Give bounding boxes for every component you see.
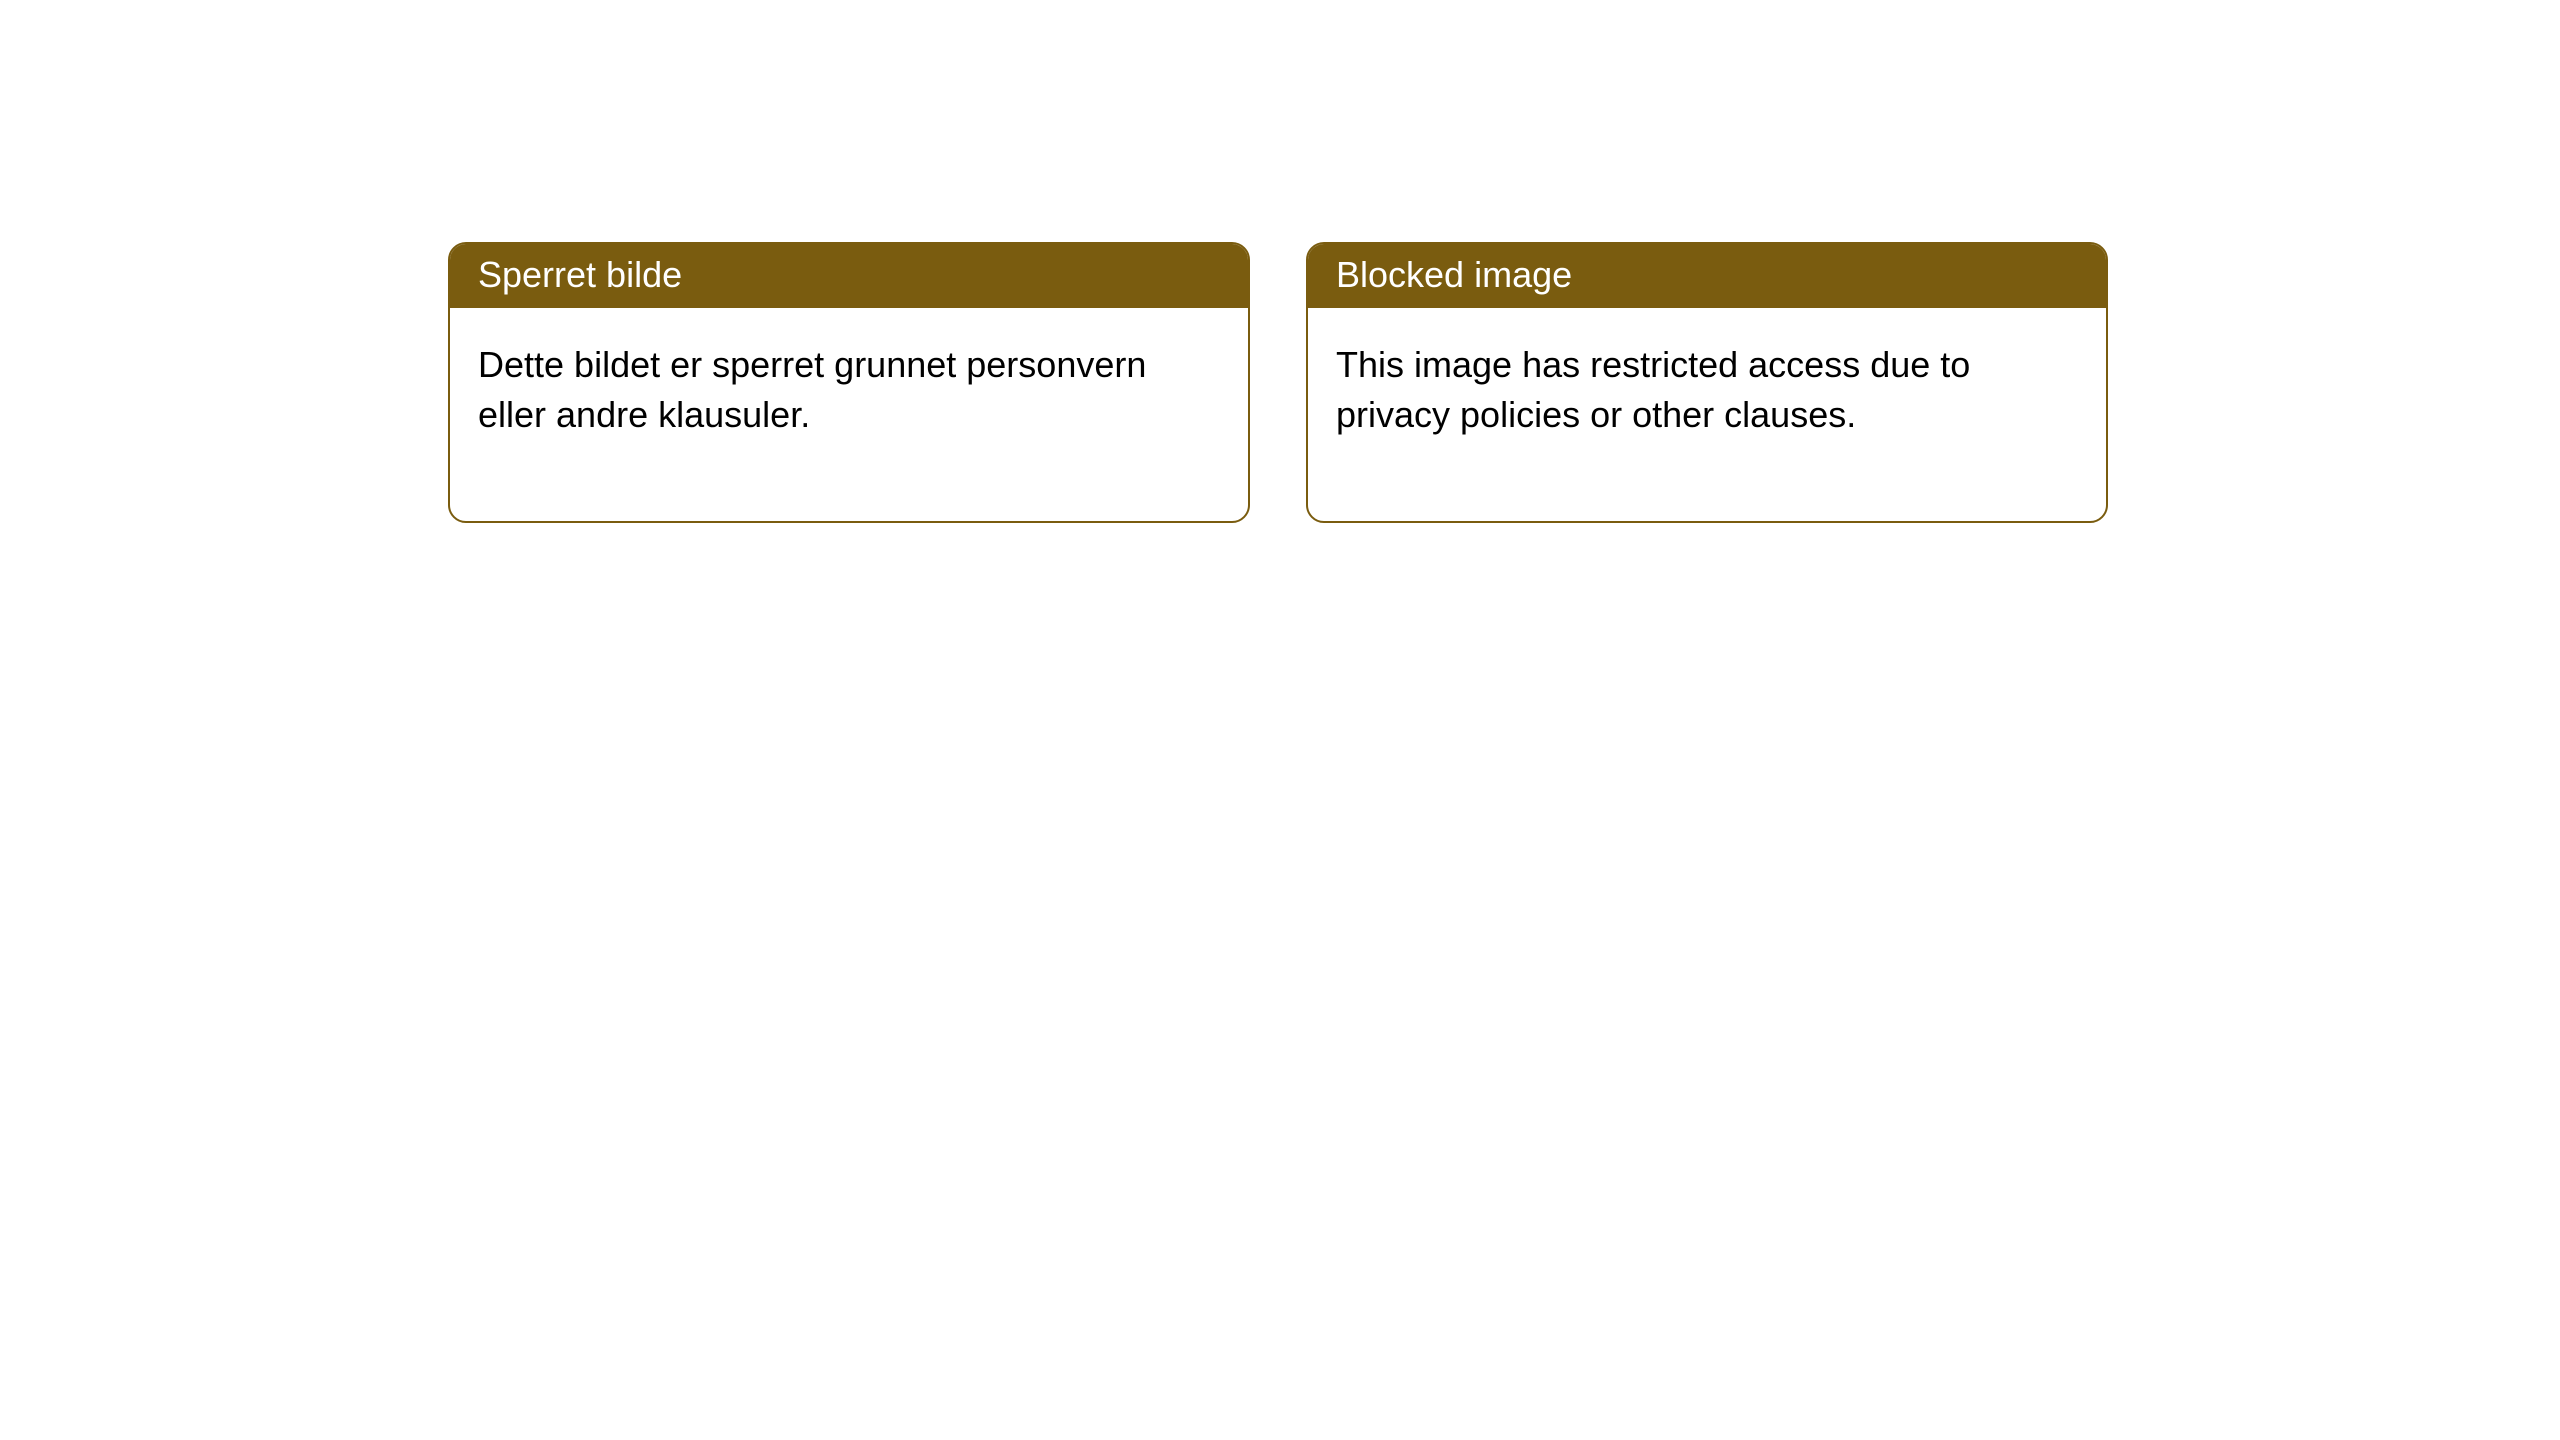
- card-header: Sperret bilde: [450, 244, 1248, 308]
- card-body: Dette bildet er sperret grunnet personve…: [450, 308, 1248, 521]
- notice-card-english: Blocked image This image has restricted …: [1306, 242, 2108, 523]
- card-header: Blocked image: [1308, 244, 2106, 308]
- card-body: This image has restricted access due to …: [1308, 308, 2106, 521]
- notice-cards-container: Sperret bilde Dette bildet er sperret gr…: [448, 242, 2108, 523]
- notice-card-norwegian: Sperret bilde Dette bildet er sperret gr…: [448, 242, 1250, 523]
